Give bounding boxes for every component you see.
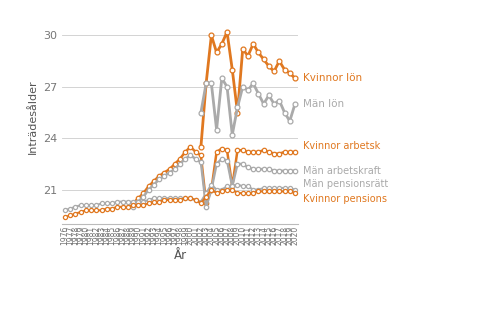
Text: Kvinnor lön: Kvinnor lön bbox=[303, 73, 362, 83]
Text: Kvinnor arbetsk: Kvinnor arbetsk bbox=[303, 141, 381, 151]
Text: Män lön: Män lön bbox=[303, 99, 345, 109]
X-axis label: År: År bbox=[173, 249, 187, 262]
Text: Kvinnor pensions: Kvinnor pensions bbox=[303, 194, 387, 204]
Text: Män arbetskraft: Män arbetskraft bbox=[303, 166, 381, 176]
Y-axis label: Inträdesålder: Inträdesålder bbox=[28, 79, 38, 154]
Text: Män pensionsrätt: Män pensionsrätt bbox=[303, 179, 389, 189]
